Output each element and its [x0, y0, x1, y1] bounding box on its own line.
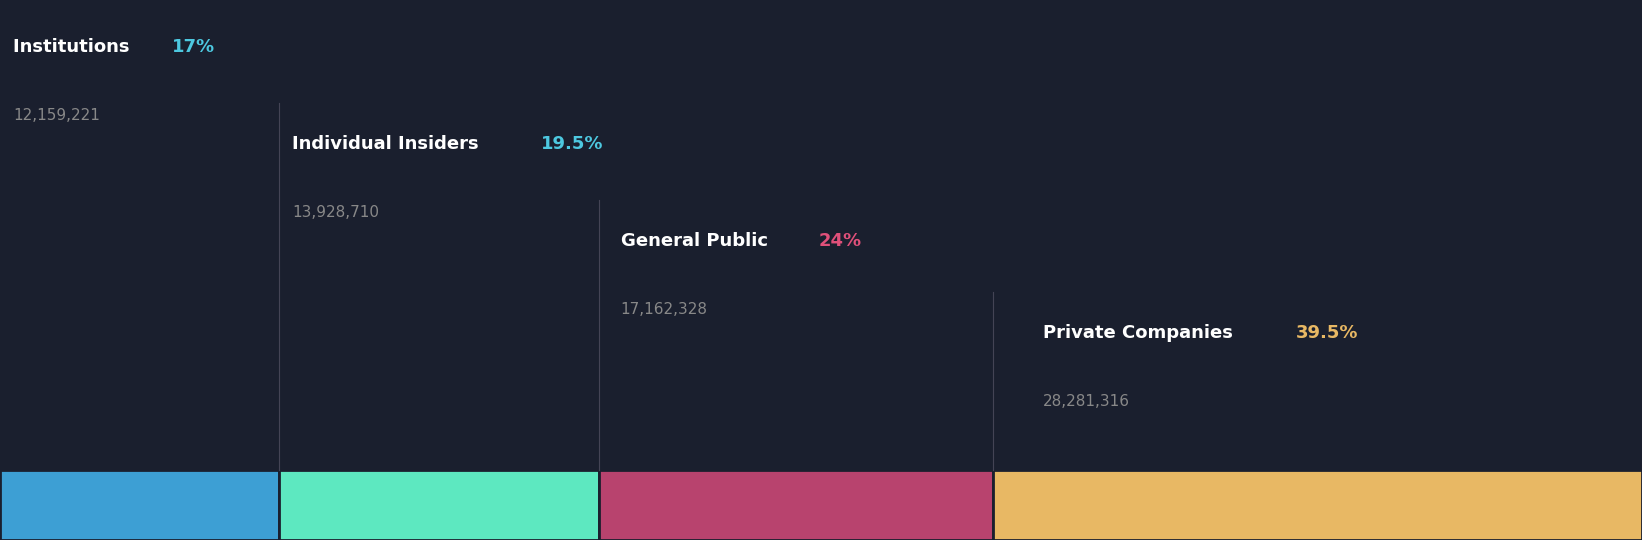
Text: 13,928,710: 13,928,710	[292, 205, 379, 220]
Bar	[599, 470, 993, 540]
Text: 17%: 17%	[171, 38, 215, 56]
Text: Institutions: Institutions	[13, 38, 136, 56]
Text: 12,159,221: 12,159,221	[13, 108, 100, 123]
Text: Private Companies: Private Companies	[1043, 324, 1238, 342]
Bar	[0, 470, 279, 540]
Text: General Public: General Public	[621, 232, 773, 250]
Text: Individual Insiders: Individual Insiders	[292, 135, 484, 153]
Text: 17,162,328: 17,162,328	[621, 302, 708, 318]
Text: 28,281,316: 28,281,316	[1043, 394, 1130, 409]
Bar	[279, 470, 599, 540]
Text: 19.5%: 19.5%	[542, 135, 604, 153]
Bar	[993, 470, 1642, 540]
Text: 24%: 24%	[818, 232, 862, 250]
Text: 39.5%: 39.5%	[1296, 324, 1358, 342]
